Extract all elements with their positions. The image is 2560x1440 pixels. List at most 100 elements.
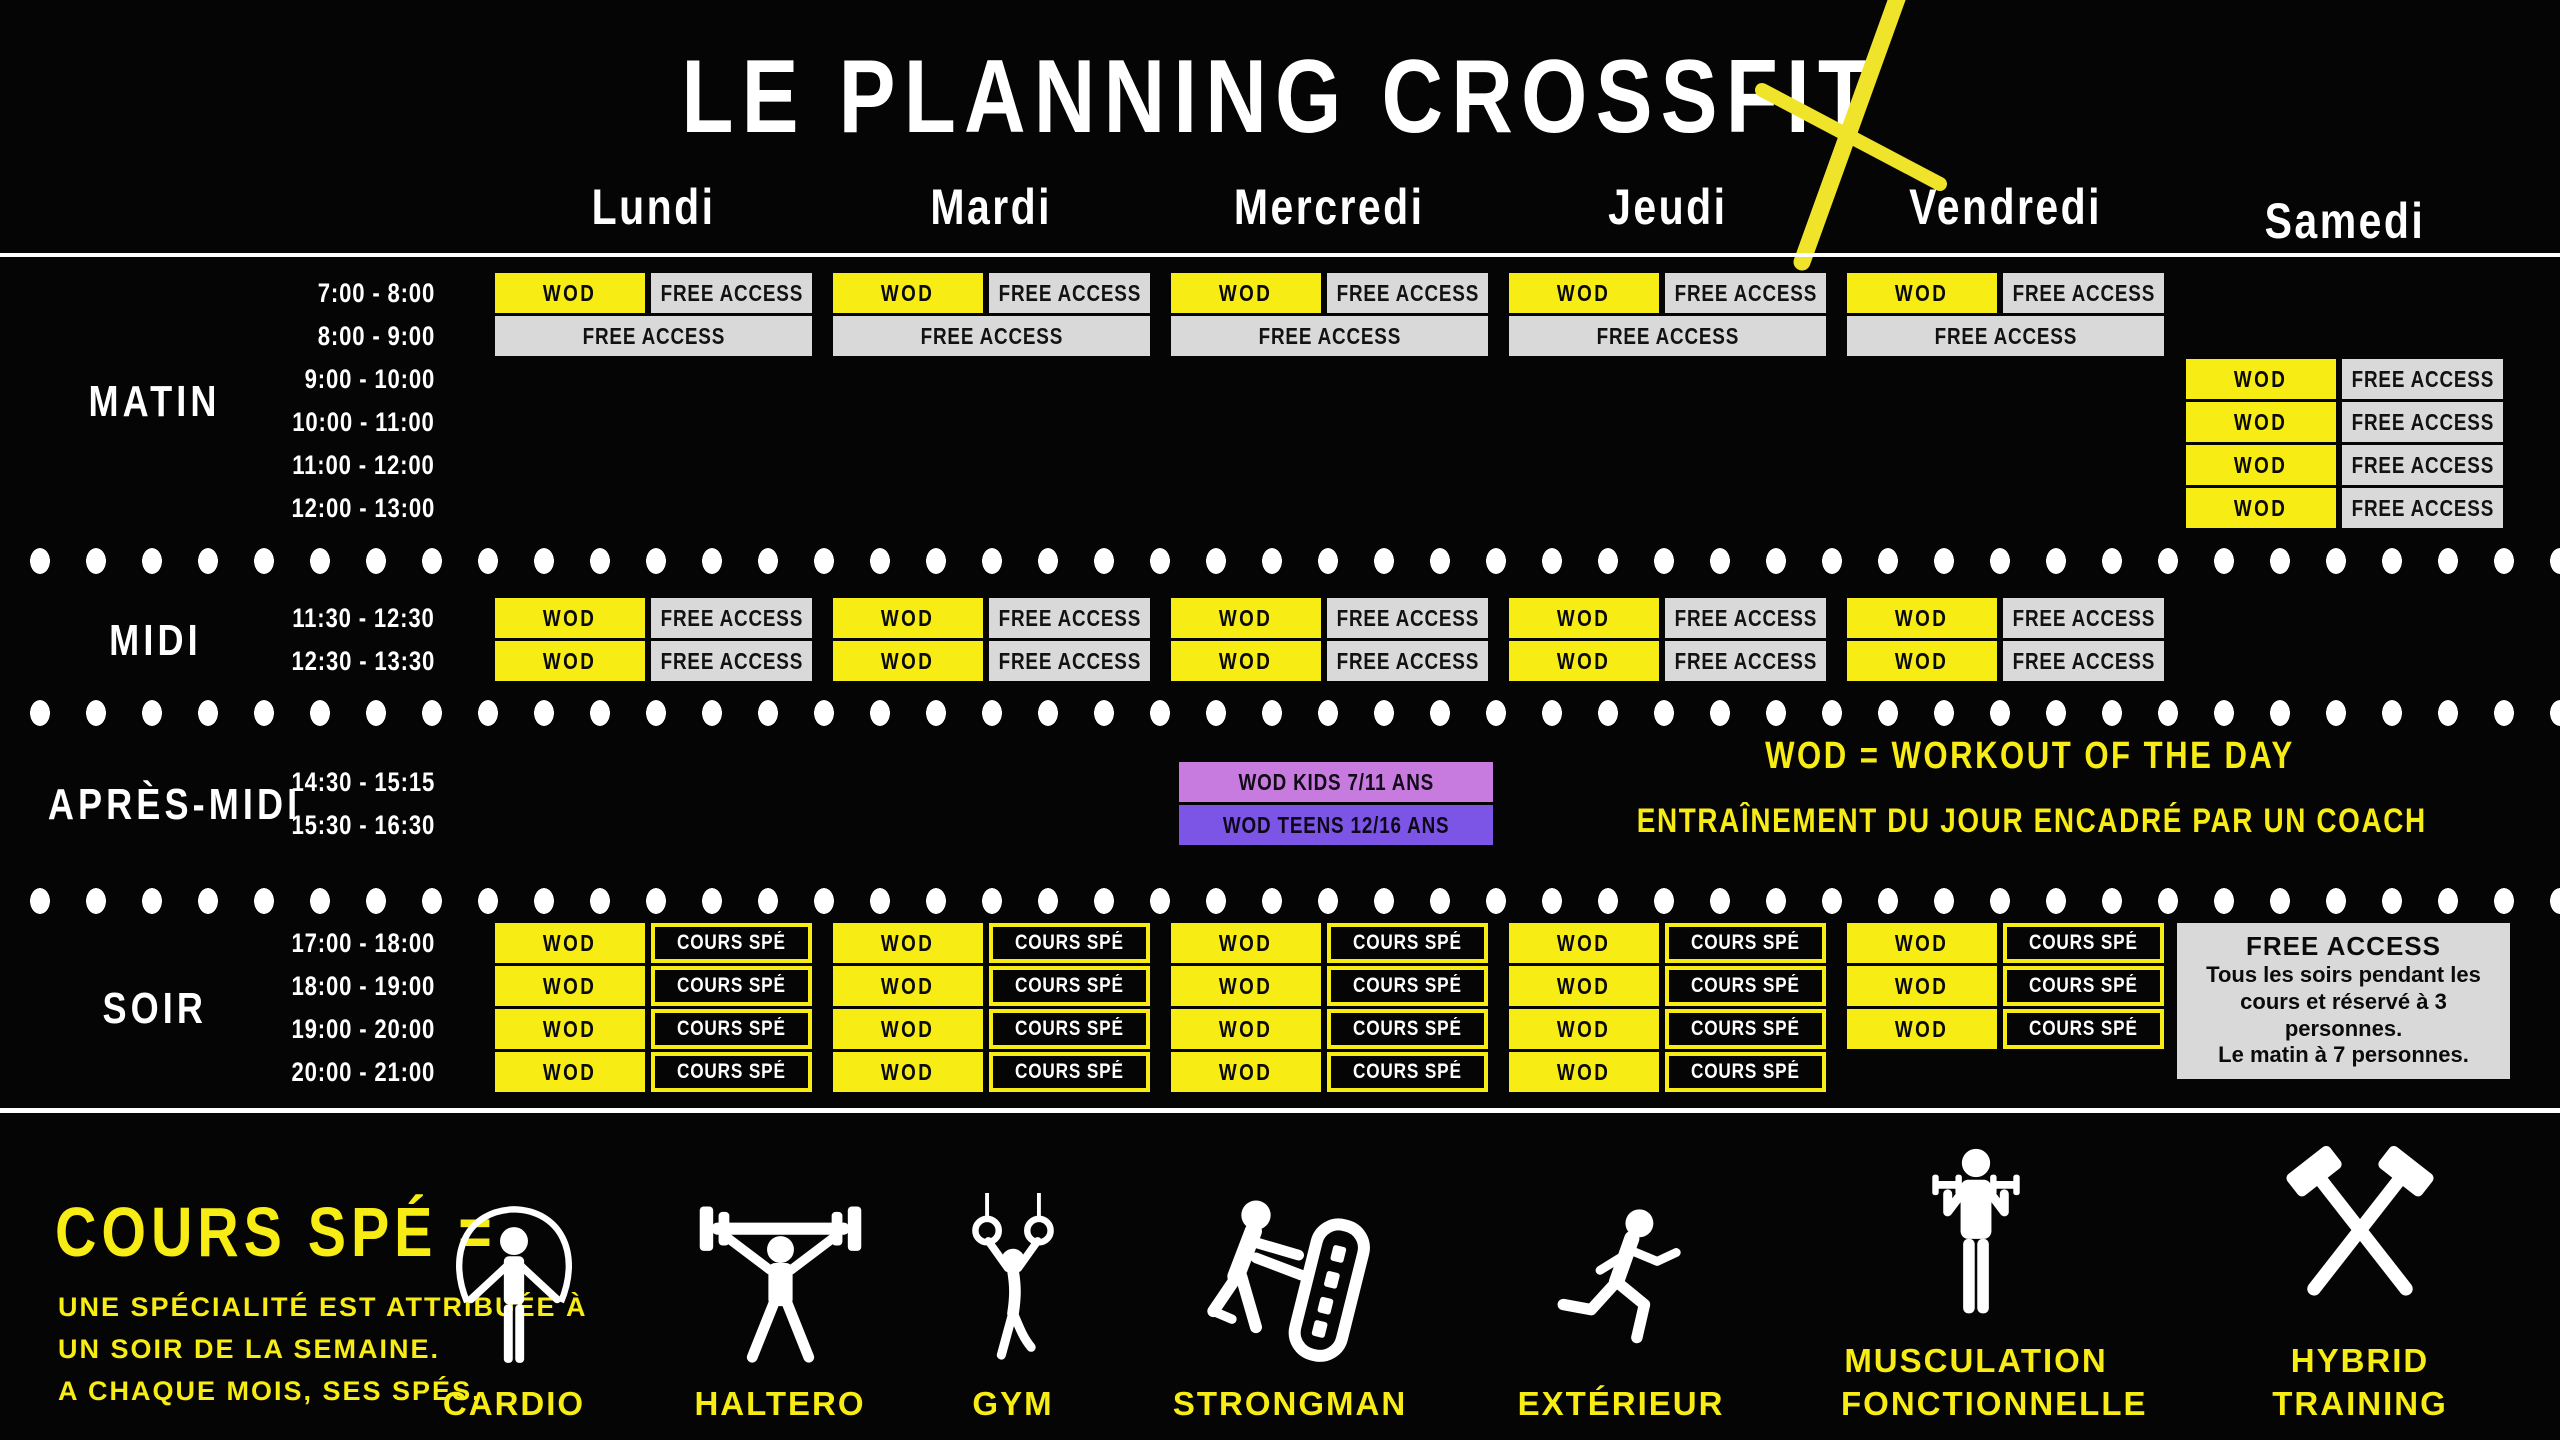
day-header-vendredi: Vendredi [1909, 179, 2102, 235]
cours-spe-cell: COURS SPÉ [1665, 923, 1826, 963]
wod-cell: WOD [1847, 1009, 1997, 1049]
legend-item-label: STRONGMAN [1172, 1385, 1408, 1423]
tire-flip-icon [1200, 1148, 1380, 1382]
wod-cell: WOD [1171, 273, 1321, 313]
section-label-soir: SOIR [102, 984, 208, 1033]
legend-item-cardio: CARDIO [364, 1148, 664, 1426]
wod-cell: WOD [833, 598, 983, 638]
cours-spe-inner: COURS SPÉ [993, 1013, 1146, 1045]
cours-spe-inner: COURS SPÉ [1669, 970, 1822, 1002]
legend-description-line: UN SOIR DE LA SEMAINE. [58, 1334, 441, 1364]
time-slot-label: 18:00 - 19:00 [291, 971, 435, 1001]
free-access-cell: FREE ACCESS [2342, 488, 2503, 528]
wod-cell: WOD [833, 641, 983, 681]
free-access-cell: FREE ACCESS [1171, 316, 1488, 356]
header-separator-line [0, 253, 2560, 257]
free-access-cell: FREE ACCESS [1327, 598, 1488, 638]
wod-kids-cell: WOD KIDS 7/11 ANS [1179, 762, 1493, 802]
cours-spe-inner: COURS SPÉ [2007, 970, 2160, 1002]
saturday-note-body: Tous les soirs pendant les cours et rése… [2206, 962, 2481, 1041]
free-access-cell: FREE ACCESS [989, 273, 1150, 313]
legend-item-gym: GYM [863, 1148, 1163, 1426]
time-slot-label: 15:30 - 16:30 [291, 810, 435, 840]
day-header-samedi: Samedi [2264, 193, 2425, 249]
dumbbells-icon [1911, 1145, 2041, 1339]
free-access-cell: FREE ACCESS [1847, 316, 2164, 356]
free-access-cell: FREE ACCESS [2342, 402, 2503, 442]
wod-teens-cell: WOD TEENS 12/16 ANS [1179, 805, 1493, 845]
free-access-cell: FREE ACCESS [2003, 641, 2164, 681]
cours-spe-cell: COURS SPÉ [651, 966, 812, 1006]
saturday-evening-note: FREE ACCESS Tous les soirs pendant les c… [2177, 923, 2510, 1079]
time-slot-label: 14:30 - 15:15 [291, 767, 435, 797]
wod-cell: WOD [495, 923, 645, 963]
legend-description-line: UNE SPÉCIALITÉ EST ATTRIBUÉE À [58, 1292, 588, 1322]
free-access-cell: FREE ACCESS [1509, 316, 1826, 356]
free-access-cell: FREE ACCESS [989, 641, 1150, 681]
wod-cell: WOD [833, 966, 983, 1006]
wod-cell: WOD [495, 641, 645, 681]
free-access-cell: FREE ACCESS [2342, 445, 2503, 485]
cours-spe-inner: COURS SPÉ [655, 1056, 808, 1088]
wod-cell: WOD [1509, 598, 1659, 638]
cours-spe-cell: COURS SPÉ [2003, 923, 2164, 963]
wod-cell: WOD [833, 1009, 983, 1049]
time-slot-label: 20:00 - 21:00 [291, 1057, 435, 1087]
saturday-note-body: Le matin à 7 personnes. [2218, 1042, 2469, 1068]
day-header-lundi: Lundi [591, 179, 716, 235]
wod-cell: WOD [495, 1009, 645, 1049]
cours-spe-inner: COURS SPÉ [993, 1056, 1146, 1088]
free-access-cell: FREE ACCESS [989, 598, 1150, 638]
free-access-cell: FREE ACCESS [1665, 273, 1826, 313]
free-access-cell: FREE ACCESS [651, 641, 812, 681]
cours-spe-cell: COURS SPÉ [1327, 966, 1488, 1006]
barbell-overhead-icon [693, 1148, 868, 1382]
time-slot-label: 12:30 - 13:30 [291, 646, 435, 676]
wod-cell: WOD [1847, 641, 1997, 681]
wod-cell: WOD [495, 1052, 645, 1092]
wod-cell: WOD [833, 273, 983, 313]
cours-spe-cell: COURS SPÉ [1665, 1009, 1826, 1049]
wod-cell: WOD [1171, 923, 1321, 963]
wod-cell: WOD [1509, 966, 1659, 1006]
cours-spe-cell: COURS SPÉ [651, 923, 812, 963]
cours-spe-cell: COURS SPÉ [1327, 1009, 1488, 1049]
legend-heading: COURS SPÉ = [55, 1193, 497, 1271]
wod-cell: WOD [1171, 598, 1321, 638]
time-slot-label: 7:00 - 8:00 [317, 278, 435, 308]
free-access-cell: FREE ACCESS [2342, 359, 2503, 399]
legend-item-label: MUSCULATION FONCTIONNELLE [1841, 1341, 2148, 1423]
cours-spe-cell: COURS SPÉ [989, 1052, 1150, 1092]
free-access-cell: FREE ACCESS [651, 598, 812, 638]
cours-spe-inner: COURS SPÉ [655, 970, 808, 1002]
legend-item-hybrid-training: HYBRID TRAINING [2210, 1145, 2510, 1426]
brush-x-icon [1755, 0, 1947, 271]
wod-cell: WOD [1847, 923, 1997, 963]
cours-spe-inner: COURS SPÉ [1331, 970, 1484, 1002]
cours-spe-inner: COURS SPÉ [1331, 1056, 1484, 1088]
page-title: LE PLANNING CROSSFIT [681, 39, 1879, 155]
free-access-cell: FREE ACCESS [833, 316, 1150, 356]
cours-spe-cell: COURS SPÉ [2003, 966, 2164, 1006]
legend-item-label: HYBRID TRAINING [2272, 1341, 2448, 1423]
wod-cell: WOD [1171, 641, 1321, 681]
dotted-divider [0, 546, 2560, 576]
wod-cell: WOD [2186, 488, 2336, 528]
cours-spe-cell: COURS SPÉ [989, 1009, 1150, 1049]
wod-cell: WOD [833, 923, 983, 963]
wod-cell: WOD [1509, 923, 1659, 963]
cours-spe-cell: COURS SPÉ [651, 1052, 812, 1092]
legend-item-label: EXTÉRIEUR [1517, 1385, 1725, 1423]
wod-cell: WOD [2186, 402, 2336, 442]
wod-cell: WOD [1171, 1052, 1321, 1092]
legend-item-haltero: HALTERO [630, 1148, 930, 1426]
day-header-mardi: Mardi [930, 179, 1053, 235]
time-slot-label: 19:00 - 20:00 [291, 1014, 435, 1044]
wod-cell: WOD [833, 1052, 983, 1092]
time-slot-label: 10:00 - 11:00 [292, 407, 435, 437]
cours-spe-cell: COURS SPÉ [1665, 1052, 1826, 1092]
section-label-midi: MIDI [108, 616, 202, 665]
wod-cell: WOD [495, 966, 645, 1006]
